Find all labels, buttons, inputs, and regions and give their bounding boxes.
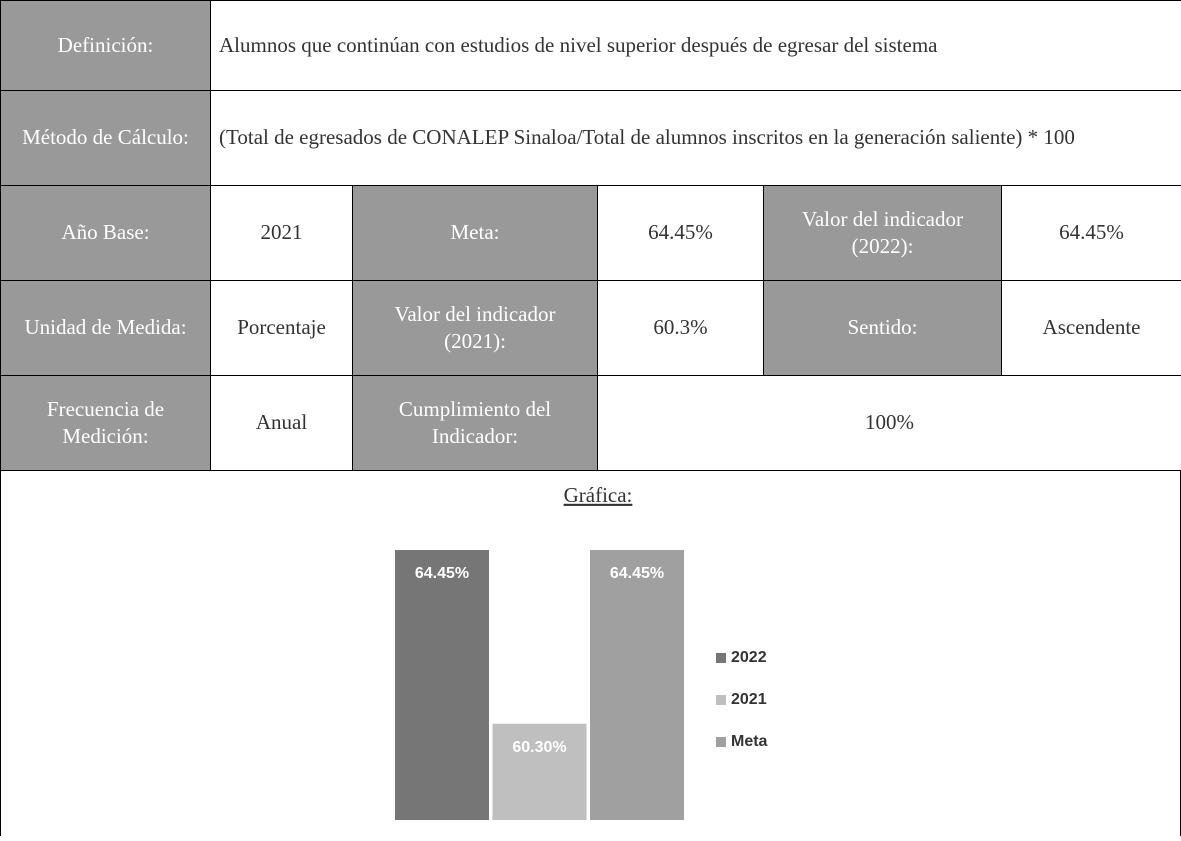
legend-label: Meta xyxy=(731,733,768,750)
indicator-table: Definición: Alumnos que continúan con es… xyxy=(0,0,1181,471)
label-cell: Definición: xyxy=(1,1,211,91)
label-cell: Sentido: xyxy=(764,281,1002,376)
label-cell: Valor del indicador (2022): xyxy=(764,186,1002,281)
chart-title: Gráfica: xyxy=(564,483,633,507)
legend-swatch xyxy=(716,695,726,705)
row: Definición: Alumnos que continúan con es… xyxy=(1,1,1181,91)
label-cell: Meta: xyxy=(353,186,598,281)
bar xyxy=(395,550,489,820)
value-cell: 64.45% xyxy=(1002,186,1181,281)
row: Frecuencia de Medición: Anual Cumplimien… xyxy=(1,376,1181,471)
value-cell: Porcentaje xyxy=(211,281,353,376)
label-cell: Frecuencia de Medición: xyxy=(1,376,211,471)
value-cell: Anual xyxy=(211,376,353,471)
legend-label: 2021 xyxy=(731,691,767,708)
value-cell: 2021 xyxy=(211,186,353,281)
data-label: 60.30% xyxy=(512,739,566,756)
legend-swatch xyxy=(716,653,726,663)
chart: Gráfica: 64.45% 2022 60.30% 2021 64.45% Meta xyxy=(1,470,1180,836)
value-cell: 64.45% xyxy=(598,186,764,281)
chart-area: Gráfica: 64.45% 2022 60.30% 2021 64.45% Meta xyxy=(0,470,1181,836)
legend-swatch xyxy=(716,737,726,747)
label-cell: Unidad de Medida: xyxy=(1,281,211,376)
value-cell: (Total de egresados de CONALEP Sinaloa/T… xyxy=(211,91,1181,186)
label-cell: Método de Cálculo: xyxy=(1,91,211,186)
legend-label: 2022 xyxy=(731,649,767,666)
value-cell: Alumnos que continúan con estudios de ni… xyxy=(211,1,1181,91)
row: Año Base: 2021 Meta: 64.45% Valor del in… xyxy=(1,186,1181,281)
label-cell: Cumplimiento del Indicador: xyxy=(353,376,598,471)
value-cell: 100% xyxy=(598,376,1181,471)
data-label: 64.45% xyxy=(415,565,469,582)
label-cell: Año Base: xyxy=(1,186,211,281)
value-cell: 60.3% xyxy=(598,281,764,376)
row: Unidad de Medida: Porcentaje Valor del i… xyxy=(1,281,1181,376)
label-cell: Valor del indicador (2021): xyxy=(353,281,598,376)
row: Método de Cálculo: (Total de egresados d… xyxy=(1,91,1181,186)
data-label: 64.45% xyxy=(610,565,664,582)
value-cell: Ascendente xyxy=(1002,281,1181,376)
bar xyxy=(590,550,684,820)
